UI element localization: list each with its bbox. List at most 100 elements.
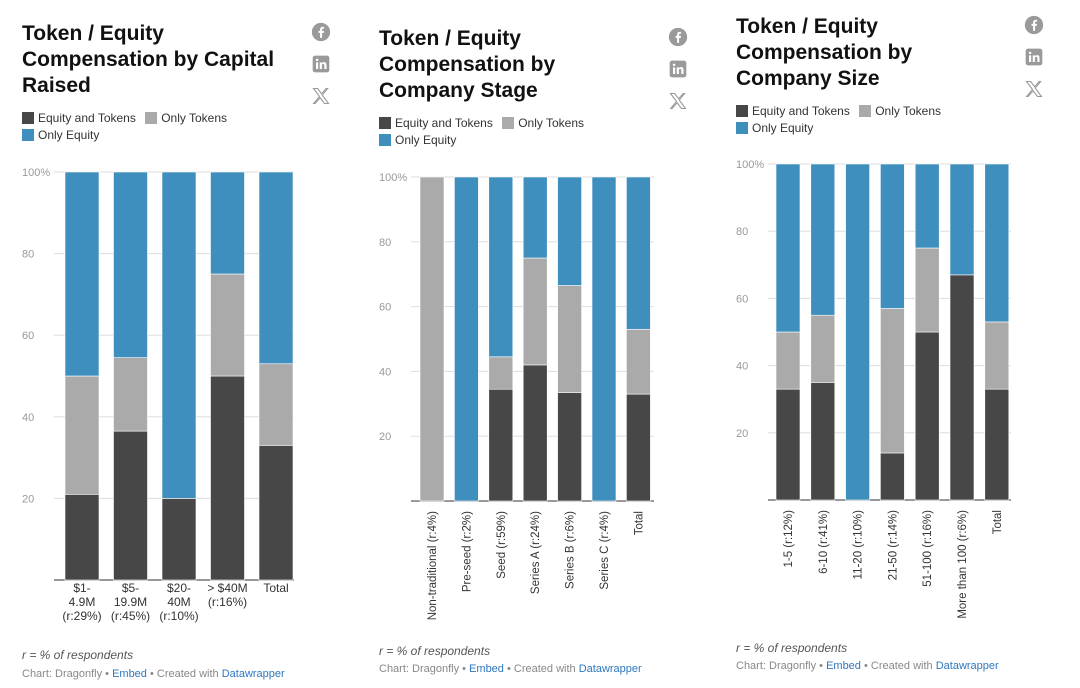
stacked-bar-chart: 20 40 60 80 100% $1-4.9M (r:29%) $5-19.9M (r:45%… xyxy=(22,167,294,623)
x-tick-label: Non-traditional (r:4%) xyxy=(427,511,439,620)
legend-swatch xyxy=(379,117,391,129)
bar-segment-both xyxy=(949,274,975,501)
bar-segment-tokens xyxy=(557,285,582,393)
x-icon[interactable] xyxy=(1024,79,1046,99)
legend-swatch xyxy=(502,117,515,129)
y-tick-label: 40 xyxy=(379,366,391,378)
credit-source: Chart: Dragonfly • xyxy=(736,660,827,672)
x-tick-label: Total xyxy=(263,581,288,595)
x-tick-label: Total xyxy=(992,510,1004,534)
credit-created: • Created with xyxy=(146,668,222,680)
x-tick-label: Seed (r:59%) xyxy=(496,511,508,579)
legend-swatch xyxy=(22,129,34,141)
y-tick-label: 40 xyxy=(736,361,748,373)
credit-created: • Created with xyxy=(860,660,936,672)
legend-swatch xyxy=(859,105,872,117)
bar-segment-equity xyxy=(845,163,870,501)
bar-segment-both xyxy=(161,498,197,581)
respondents-note: r = % of respondents xyxy=(736,641,848,655)
y-tick-label: 100% xyxy=(736,159,764,171)
bar-segment-both xyxy=(113,430,148,581)
embed-link[interactable]: Embed xyxy=(112,668,147,680)
legend-label: Equity and Tokens xyxy=(752,104,850,118)
legend-item-equity: Only Equity xyxy=(379,133,456,147)
y-tick-label: 80 xyxy=(379,237,391,249)
y-tick-label: 80 xyxy=(736,226,748,238)
legend-swatch xyxy=(736,122,748,134)
embed-link[interactable]: Embed xyxy=(469,663,504,675)
datawrapper-link[interactable]: Datawrapper xyxy=(935,660,999,672)
bar-segment-both xyxy=(522,364,548,502)
legend-label: Only Tokens xyxy=(518,116,585,130)
linkedin-icon[interactable] xyxy=(668,59,690,79)
chart-panel-company-stage: Token / Equity Compensation by Company S… xyxy=(379,0,719,688)
credit-source: Chart: Dragonfly • xyxy=(379,663,470,675)
chart-title: Token / Equity Compensation by Company S… xyxy=(736,15,913,90)
bar-segment-tokens xyxy=(522,257,548,366)
x-tick-label: Total xyxy=(633,511,645,535)
y-tick-label: 80 xyxy=(22,249,34,261)
embed-link[interactable]: Embed xyxy=(826,660,861,672)
linkedin-icon[interactable] xyxy=(311,54,333,74)
chart-panel-capital-raised: Token / Equity Compensation by Capital R… xyxy=(22,0,362,688)
legend-label: Equity and Tokens xyxy=(38,111,136,125)
share-buttons xyxy=(1024,15,1046,111)
bar-segment-both xyxy=(488,388,514,502)
bar-segment-both xyxy=(258,445,294,581)
datawrapper-link[interactable]: Datawrapper xyxy=(578,663,642,675)
respondents-note: r = % of respondents xyxy=(22,648,134,662)
x-icon[interactable] xyxy=(311,86,333,106)
y-tick-label: 100% xyxy=(22,167,50,179)
bar-segment-equity xyxy=(161,171,197,499)
bar-segment-equity xyxy=(914,163,940,249)
chart-title: Token / Equity Compensation by Capital R… xyxy=(22,22,275,97)
bar-segment-equity xyxy=(522,176,548,259)
x-tick-label: > $40M (r:16%) xyxy=(207,581,247,609)
bar-segment-equity xyxy=(949,163,975,276)
legend-label: Only Equity xyxy=(752,121,814,135)
chart-credit: Chart: Dragonfly • Embed • Created with … xyxy=(22,668,285,680)
bar-segment-tokens xyxy=(419,176,445,502)
legend-label: Only Equity xyxy=(395,133,457,147)
legend-label: Only Equity xyxy=(38,128,100,142)
bar-segment-tokens xyxy=(880,308,905,454)
bar-segment-both xyxy=(626,393,651,502)
facebook-icon[interactable] xyxy=(311,22,333,42)
credit-created: • Created with xyxy=(503,663,579,675)
bar-segment-tokens xyxy=(984,321,1010,390)
datawrapper-link[interactable]: Datawrapper xyxy=(221,668,285,680)
linkedin-icon[interactable] xyxy=(1024,47,1046,67)
bar-segment-tokens xyxy=(914,247,940,333)
x-tick-label: 1-5 (r:12%) xyxy=(783,510,795,568)
x-tick-label: 21-50 (r:14%) xyxy=(887,510,899,580)
x-icon[interactable] xyxy=(668,91,690,111)
chart-credit: Chart: Dragonfly • Embed • Created with … xyxy=(736,660,999,672)
x-tick-label: $5-19.9M (r:45%) xyxy=(111,581,150,623)
x-tick-label: More than 100 (r:6%) xyxy=(957,510,969,619)
legend-swatch xyxy=(22,112,34,124)
x-tick-label: 11-20 (r:10%) xyxy=(853,510,865,580)
y-tick-label: 100% xyxy=(379,172,407,184)
chart-credit: Chart: Dragonfly • Embed • Created with … xyxy=(379,663,642,675)
facebook-icon[interactable] xyxy=(668,27,690,47)
chart-legend: Equity and Tokens Only Tokens Only Equit… xyxy=(379,115,669,149)
bar-segment-tokens xyxy=(64,375,100,495)
bar-segment-equity xyxy=(64,171,100,377)
x-tick-label: Series C (r:4%) xyxy=(599,511,611,590)
legend-swatch xyxy=(379,134,391,146)
bar-segment-equity xyxy=(880,163,905,309)
bar-segment-equity xyxy=(258,171,294,365)
bar-segment-equity xyxy=(454,176,479,502)
bar-segment-tokens xyxy=(258,363,294,446)
share-buttons xyxy=(668,27,690,123)
legend-item-equity: Only Equity xyxy=(22,128,99,142)
respondents-note: r = % of respondents xyxy=(379,644,491,658)
bar-segment-tokens xyxy=(210,273,245,377)
y-tick-label: 20 xyxy=(736,428,748,440)
x-tick-label: Pre-seed (r:2%) xyxy=(461,511,473,592)
x-tick-label: Series B (r:6%) xyxy=(565,511,577,589)
facebook-icon[interactable] xyxy=(1024,15,1046,35)
chart-legend: Equity and Tokens Only Tokens Only Equit… xyxy=(22,110,312,144)
legend-swatch xyxy=(736,105,748,117)
legend-item-tokens: Only Tokens xyxy=(859,104,941,118)
